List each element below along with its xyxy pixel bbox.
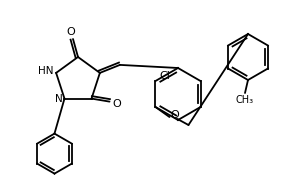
Text: O: O <box>170 110 179 120</box>
Text: O: O <box>67 27 75 37</box>
Text: Cl: Cl <box>159 71 170 81</box>
Text: N: N <box>55 94 62 104</box>
Text: HN: HN <box>38 66 54 76</box>
Text: CH₃: CH₃ <box>236 95 254 105</box>
Text: O: O <box>112 99 121 109</box>
